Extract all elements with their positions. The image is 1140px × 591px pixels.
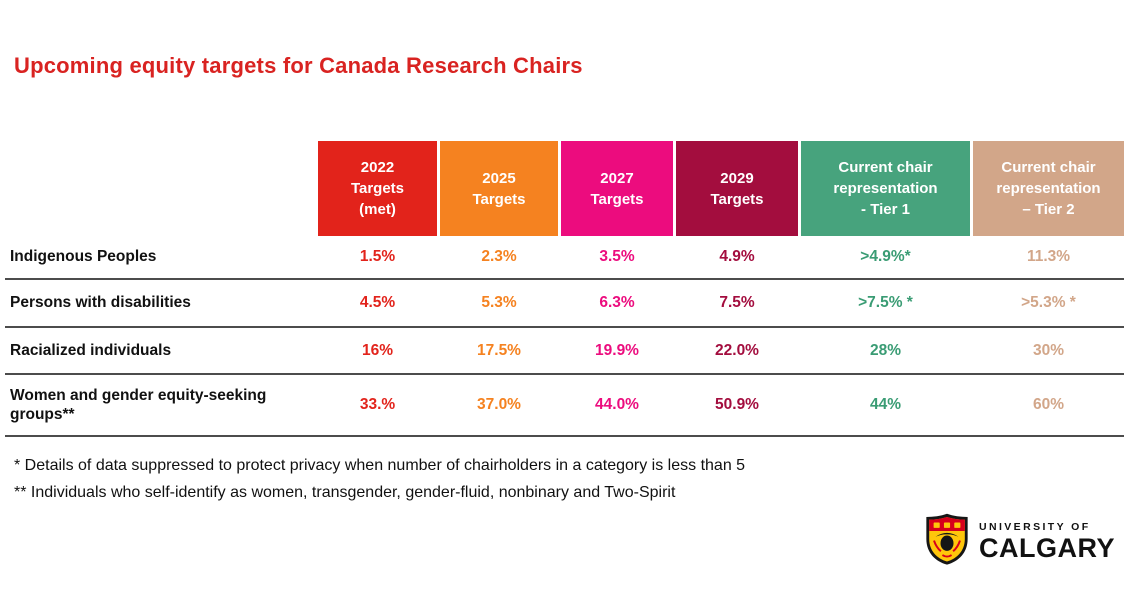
table-row-women-gender-equity: Women and gender equity-seeking groups**… bbox=[5, 375, 1124, 437]
table-row-indigenous-peoples: Indigenous Peoples 1.5% 2.3% 3.5% 4.9% >… bbox=[5, 236, 1124, 280]
cell-value: 16% bbox=[361, 341, 394, 359]
cell-value: 60% bbox=[1032, 396, 1065, 413]
column-header-2022-targets: 2022 Targets (met) bbox=[318, 141, 437, 236]
ucalgary-crest-icon bbox=[924, 513, 970, 570]
cell-value: 33.% bbox=[359, 396, 396, 413]
table-row-persons-with-disabilities: Persons with disabilities 4.5% 5.3% 6.3%… bbox=[5, 280, 1124, 328]
footnote-suppressed-data: * Details of data suppressed to protect … bbox=[14, 457, 746, 474]
cell-value: >4.9%* bbox=[860, 248, 911, 265]
cell-value: 7.5% bbox=[719, 294, 755, 311]
cell-value: 28% bbox=[869, 341, 902, 359]
footnotes: * Details of data suppressed to protect … bbox=[14, 453, 745, 507]
cell-value: 44% bbox=[869, 396, 902, 413]
column-header-current-tier1: Current chair representation - Tier 1 bbox=[801, 141, 970, 236]
column-header-2025-targets: 2025 Targets bbox=[440, 141, 558, 236]
cell-value: >7.5% * bbox=[858, 294, 913, 311]
cell-value: 44.0% bbox=[595, 396, 639, 413]
cell-value: 22.0% bbox=[715, 341, 759, 359]
cell-value: 17.5% bbox=[477, 341, 521, 359]
cell-value: 37.0% bbox=[477, 396, 521, 413]
row-label: Persons with disabilities bbox=[10, 294, 191, 312]
row-label: Women and gender equity-seeking groups** bbox=[10, 386, 267, 423]
cell-value: 30% bbox=[1032, 341, 1065, 359]
page-title: Upcoming equity targets for Canada Resea… bbox=[14, 53, 583, 78]
cell-value: 6.3% bbox=[599, 294, 635, 311]
cell-value: 4.5% bbox=[359, 294, 396, 311]
row-label: Racialized individuals bbox=[10, 341, 172, 359]
logo-wordmark: UNIVERSITY OF CALGARY bbox=[979, 521, 1115, 562]
logo-university-of-text: UNIVERSITY OF bbox=[979, 521, 1091, 533]
cell-value: 19.9% bbox=[595, 341, 639, 359]
cell-value: 5.3% bbox=[481, 294, 517, 311]
table-row-racialized-individuals: Racialized individuals 16% 17.5% 19.9% 2… bbox=[5, 328, 1124, 375]
logo-calgary-text: CALGARY bbox=[979, 533, 1115, 563]
footnote-self-identify: ** Individuals who self-identify as wome… bbox=[14, 483, 676, 501]
row-label: Indigenous Peoples bbox=[10, 248, 157, 266]
column-header-2029-targets: 2029 Targets bbox=[676, 141, 798, 236]
cell-value: 3.5% bbox=[599, 248, 635, 265]
table-header-row: 2022 Targets (met) 2025 Targets 2027 Tar… bbox=[318, 141, 1124, 236]
column-header-current-tier2: Current chair representation – Tier 2 bbox=[973, 141, 1124, 236]
cell-value: 4.9% bbox=[719, 248, 755, 265]
cell-value: 1.5% bbox=[359, 248, 396, 265]
cell-value: >5.3% * bbox=[1021, 294, 1076, 311]
cell-value: 50.9% bbox=[715, 396, 759, 413]
column-header-2027-targets: 2027 Targets bbox=[561, 141, 673, 236]
ucalgary-logo: UNIVERSITY OF CALGARY bbox=[924, 513, 1115, 570]
cell-value: 2.3% bbox=[481, 248, 517, 265]
cell-value: 11.3% bbox=[1026, 248, 1071, 265]
